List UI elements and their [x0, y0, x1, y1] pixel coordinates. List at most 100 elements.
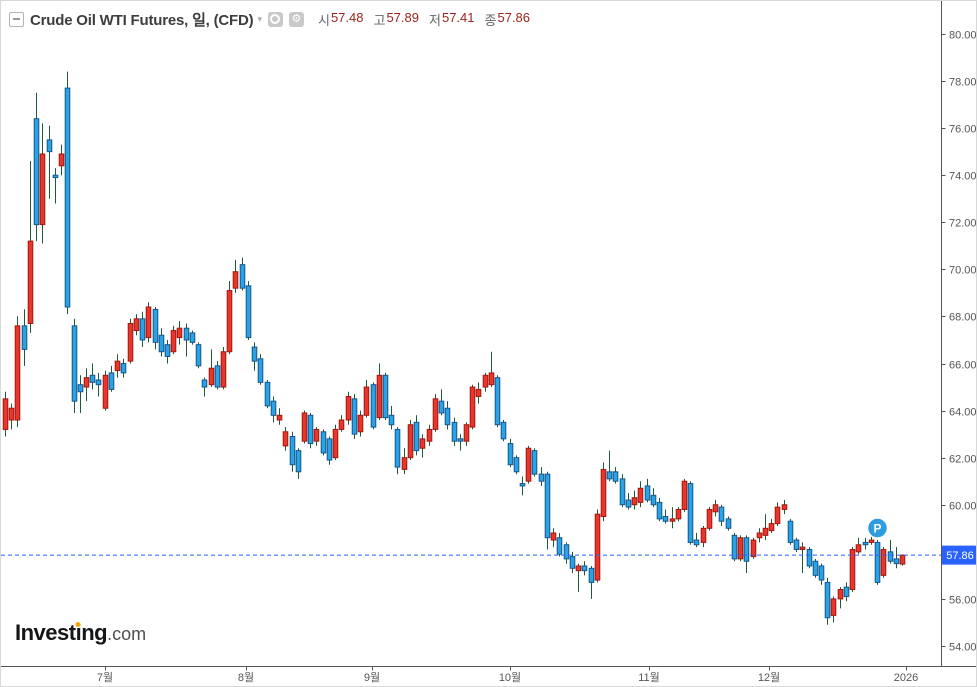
- candle: [893, 547, 900, 569]
- candle-body-up: [102, 374, 109, 409]
- candle: [145, 302, 152, 343]
- candle-body-down: [189, 332, 196, 343]
- candle: [14, 316, 21, 428]
- candle-body-up: [880, 548, 887, 576]
- time-tick-label: 7월: [97, 671, 113, 684]
- current-price-tag-box: [942, 545, 976, 565]
- candle: [774, 502, 781, 526]
- candle: [787, 518, 794, 545]
- candle-body-down: [556, 537, 563, 555]
- candle: [743, 535, 750, 574]
- candle: [71, 318, 78, 413]
- candle: [538, 467, 545, 486]
- candle-body-down: [893, 558, 900, 565]
- price-tick-label: 56.00: [949, 595, 977, 607]
- candle-body-down: [139, 318, 146, 341]
- candle-body-up: [220, 351, 227, 388]
- candle-body-up: [750, 539, 757, 558]
- candle-body-up: [170, 330, 177, 353]
- price-tick-label: 78.00: [949, 77, 977, 89]
- candle-body-down: [158, 334, 165, 353]
- candle: [718, 504, 725, 526]
- time-tick-label: 2026: [894, 672, 918, 684]
- candle-body-down: [164, 344, 171, 357]
- price-tick-label: 72.00: [949, 218, 977, 230]
- candle: [39, 123, 46, 244]
- time-tick-label: 10월: [499, 671, 521, 684]
- time-axis[interactable]: 7월 8월 9월 10월 11월 12월 2026: [97, 666, 918, 685]
- candle-body-down: [862, 541, 869, 546]
- candle: [619, 474, 626, 508]
- candle-body-down: [270, 400, 277, 416]
- candle-body-up: [712, 504, 719, 513]
- candle: [376, 363, 383, 421]
- candle-body-down: [152, 308, 159, 343]
- candle-body-down: [245, 285, 252, 339]
- candle-body-up: [83, 377, 90, 388]
- camera-icon[interactable]: [267, 11, 283, 27]
- candle-body-down: [606, 471, 613, 480]
- candle: [581, 561, 588, 576]
- candle-body-down: [46, 139, 53, 153]
- candle-body-up: [675, 508, 682, 520]
- candle-body-up: [774, 506, 781, 525]
- candle: [189, 330, 196, 345]
- candle-body-up: [799, 546, 806, 550]
- candle-body-up: [357, 414, 364, 433]
- candle-body-down: [33, 118, 40, 226]
- candle-body-down: [89, 374, 96, 383]
- candle: [52, 168, 59, 204]
- candle: [133, 314, 140, 336]
- candle: [208, 349, 215, 388]
- candle-body-down: [351, 398, 358, 435]
- candle-body-up: [8, 407, 15, 421]
- candle-body-up: [332, 428, 339, 459]
- price-tick-label: 80.00: [949, 30, 977, 42]
- price-tick-label: 62.00: [949, 454, 977, 466]
- candle: [880, 547, 887, 578]
- open-label: 시: [317, 12, 330, 28]
- candle: [830, 596, 837, 623]
- candle-body-up: [737, 537, 744, 560]
- candle: [158, 328, 165, 357]
- candle: [8, 403, 15, 430]
- candle-body-up: [338, 419, 345, 430]
- candle: [394, 427, 401, 475]
- time-tick-label: 11월: [638, 671, 660, 684]
- candle-body-down: [239, 264, 246, 289]
- price-tick-label: 66.00: [949, 360, 977, 372]
- candle: [862, 537, 869, 550]
- price-axis[interactable]: 80.00 78.00 76.00 74.00 72.00 70.00 68.00 66.00…: [941, 30, 977, 654]
- candle: [438, 389, 445, 416]
- price-tick-label: 76.00: [949, 124, 977, 136]
- candle: [257, 354, 264, 385]
- candle-body-up: [376, 374, 383, 419]
- gear-icon[interactable]: ⚙: [288, 11, 304, 27]
- close-value: 57.86: [497, 9, 531, 25]
- chevron-down-icon[interactable]: ▾: [257, 13, 262, 24]
- collapse-panel-icon[interactable]: [9, 11, 24, 27]
- candle: [139, 311, 146, 348]
- candle-body-up: [637, 487, 644, 503]
- candle-body-down: [52, 174, 59, 179]
- candle-body-down: [843, 586, 850, 598]
- candle-body-up: [768, 523, 775, 532]
- candle: [220, 347, 227, 390]
- candle: [706, 507, 713, 531]
- candle-body-up: [226, 290, 233, 353]
- candle-body-down: [538, 473, 545, 482]
- symbol-title[interactable]: Crude Oil WTI Futures, 일, (CFD): [30, 11, 254, 29]
- candle: [108, 365, 115, 392]
- candle: [899, 554, 906, 566]
- candle-body-down: [588, 567, 595, 583]
- candle-body-down: [806, 548, 813, 567]
- candle-body-down: [183, 327, 190, 341]
- candle-body-down: [438, 400, 445, 414]
- p-marker-badge[interactable]: P: [866, 517, 889, 539]
- candle-body-up: [525, 447, 532, 482]
- candle: [625, 492, 632, 510]
- candle-body-down: [644, 485, 651, 501]
- candle-body-up: [469, 386, 476, 428]
- candle-body-up: [407, 424, 414, 459]
